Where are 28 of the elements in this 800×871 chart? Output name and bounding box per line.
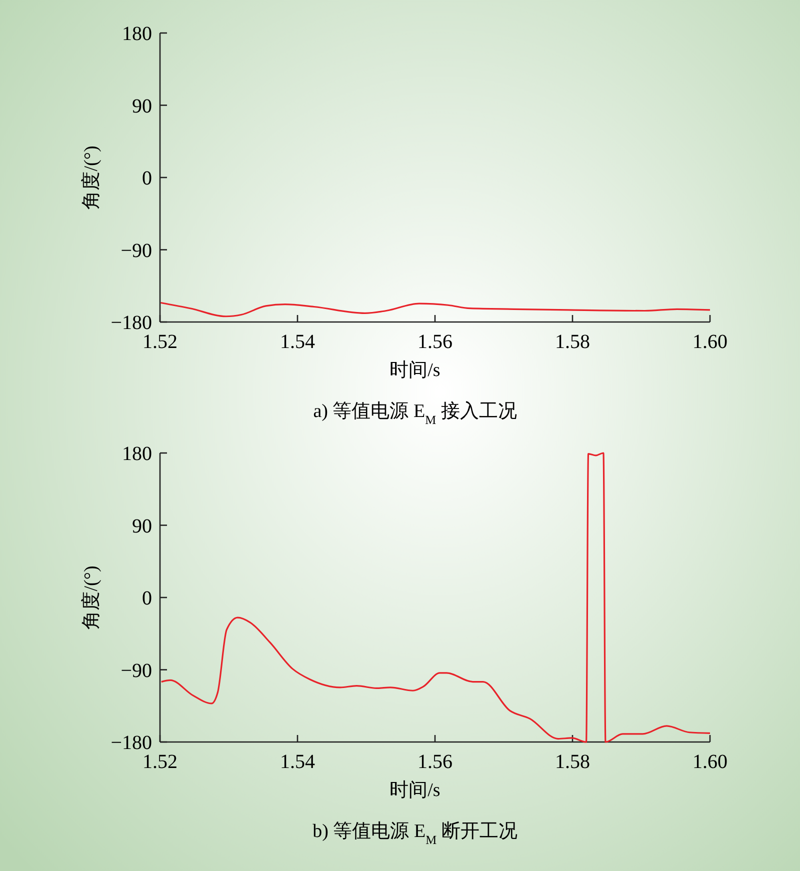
x-tick-label: 1.52 xyxy=(142,751,178,773)
x-axis-title: 时间/s xyxy=(390,360,440,381)
y-tick-label: −90 xyxy=(120,240,152,262)
x-tick-label: 1.56 xyxy=(418,331,452,353)
y-tick-label: 0 xyxy=(142,168,152,190)
y-axis-title: 角度/(°) xyxy=(80,566,102,630)
x-tick-label: 1.54 xyxy=(280,331,315,353)
x-tick-label: 1.56 xyxy=(418,751,452,773)
x-tick-label: 1.58 xyxy=(555,751,590,773)
x-tick-label: 1.54 xyxy=(280,751,315,773)
y-tick-label: 0 xyxy=(142,588,152,610)
text: b) 等值电源 E$_{M}$ 断开工况 xyxy=(312,821,518,847)
x-tick-label: 1.60 xyxy=(692,331,728,353)
x-tick-label: 1.60 xyxy=(692,751,728,773)
y-tick-label: −180 xyxy=(110,732,152,754)
x-tick-label: 1.58 xyxy=(555,331,590,353)
line-series xyxy=(160,302,711,318)
y-tick-label: 90 xyxy=(132,95,152,118)
x-tick-label: 1.52 xyxy=(142,331,178,353)
text: a) 等值电源 E$_{M}$ 接入工况 xyxy=(313,401,517,427)
y-tick-label: −90 xyxy=(120,660,152,682)
line-series xyxy=(160,452,711,743)
x-axis-title: 时间/s xyxy=(390,780,440,801)
y-axis-title: 角度/(°) xyxy=(80,146,102,210)
y-tick-label: −180 xyxy=(110,312,152,334)
y-tick-label: 180 xyxy=(122,443,152,465)
y-tick-label: 180 xyxy=(122,23,152,45)
y-tick-label: 90 xyxy=(132,515,152,538)
